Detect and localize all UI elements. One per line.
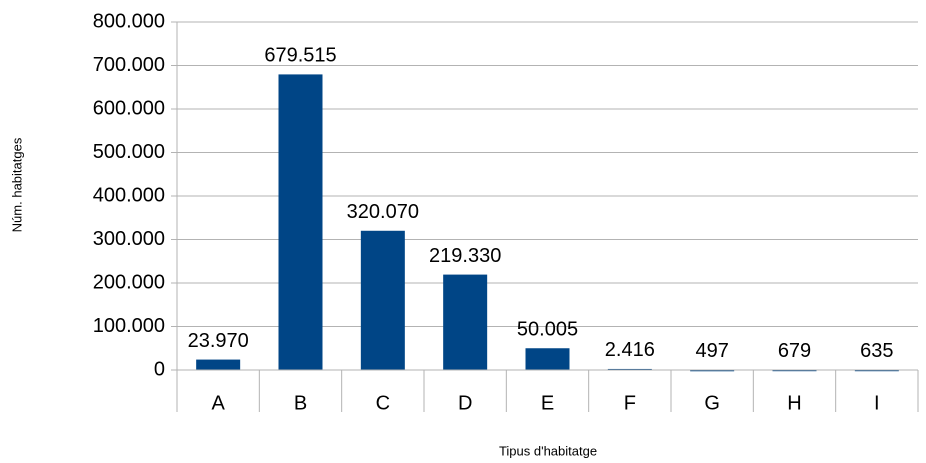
x-tick-label: I [874, 392, 880, 414]
bar [690, 369, 735, 372]
y-tick-label: 0 [154, 358, 165, 380]
y-tick-label: 300.000 [93, 228, 165, 250]
x-axis-title: Tipus d'habitatge [499, 443, 597, 458]
y-tick-label: 500.000 [93, 141, 165, 163]
y-axis-title: Núm. habitatges [9, 137, 24, 232]
x-tick-label: C [376, 392, 390, 414]
value-label: 635 [860, 340, 893, 362]
y-tick-label: 600.000 [93, 97, 165, 119]
value-label: 219.330 [429, 245, 501, 267]
x-tick-label: E [541, 392, 554, 414]
y-tick-label: 200.000 [93, 271, 165, 293]
value-label: 497 [695, 340, 728, 362]
bar [525, 348, 570, 370]
x-tick-label: D [458, 392, 472, 414]
value-label: 679 [778, 340, 811, 362]
x-tick-label: F [624, 392, 636, 414]
x-tick-label: A [211, 392, 225, 414]
bar [443, 274, 488, 370]
y-tick-label: 800.000 [93, 10, 165, 32]
value-label: 320.070 [347, 201, 419, 223]
x-tick-label: H [787, 392, 801, 414]
bar [278, 74, 323, 370]
value-label: 23.970 [188, 330, 249, 352]
x-tick-label: B [294, 392, 307, 414]
y-tick-label: 700.000 [93, 54, 165, 76]
value-label: 2.416 [605, 339, 655, 361]
bar [196, 359, 241, 370]
y-tick-label: 400.000 [93, 184, 165, 206]
bar [360, 230, 405, 370]
value-label: 50.005 [517, 319, 578, 341]
value-label: 679.515 [264, 45, 336, 67]
y-tick-label: 100.000 [93, 315, 165, 337]
x-tick-label: G [704, 392, 720, 414]
